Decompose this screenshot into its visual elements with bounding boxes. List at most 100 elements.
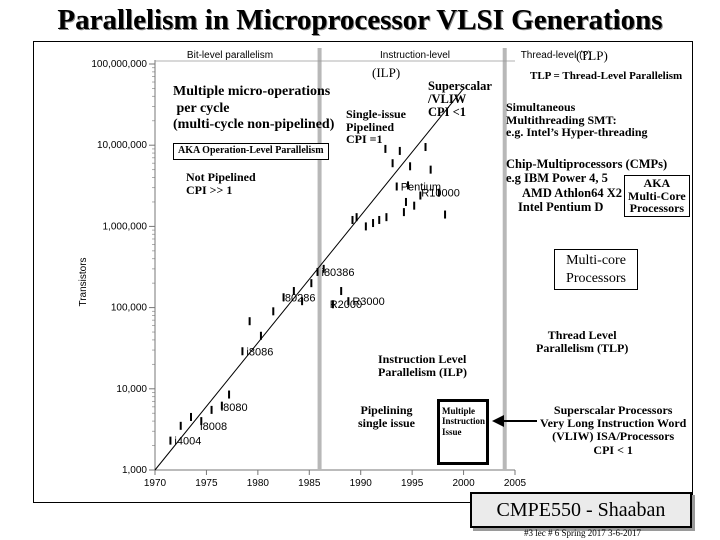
superscalar-processors-line-1: Superscalar Processors (553, 403, 673, 417)
data-point (179, 421, 182, 430)
aka-multicore-line-2: Multi-Core (628, 188, 686, 203)
cmp-line-4: Intel Pentium D (518, 200, 604, 215)
pipelining-note: Pipelining single issue (358, 404, 415, 429)
superscalar-vliw-line-1: Superscalar (428, 79, 492, 93)
era-label: Thread-level (?) (521, 50, 592, 61)
multicore-processors-box: Multi-core Processors (554, 249, 638, 290)
axes-group: 1,000 10,000 100,000 1,000,000 10,000,000 100… (78, 59, 527, 489)
era-label: Bit-level parallelism (187, 50, 273, 61)
superscalar-processors-line-3: (VLIW) ISA/Processors (552, 429, 675, 444)
data-point (404, 197, 407, 206)
processor-label: R3000 (352, 296, 384, 308)
data-point (169, 436, 172, 445)
y-tick-label: 100,000,000 (91, 59, 147, 70)
era-boundary (502, 48, 507, 470)
course-footer: CMPE550 - Shaaban (470, 492, 692, 528)
pipelining-line-2: single issue (358, 415, 416, 430)
processor-label: i8080 (221, 402, 248, 414)
single-issue-line-3: CPI =1 (346, 132, 383, 147)
points-group (169, 143, 447, 445)
x-tick-label: 1990 (350, 478, 373, 489)
multicore-line-1: Multi-core (566, 253, 626, 268)
aka-operation-level-box: AKA Operation-Level Parallelism (173, 143, 329, 160)
superscalar-vliw-line-2: /VLIW (428, 92, 467, 107)
data-point (429, 165, 432, 174)
data-point (322, 264, 325, 273)
y-tick-label: 1,000,000 (103, 221, 148, 232)
data-point (395, 182, 398, 191)
superscalar-processors-line-4: CPI < 1 (593, 442, 633, 457)
processor-label: i4004 (174, 436, 201, 448)
lecture-footer: #3 lec # 6 Spring 2017 3-6-2017 (524, 528, 641, 538)
y-tick-label: 10,000 (116, 384, 147, 395)
data-point (347, 297, 350, 306)
x-tick-label: 1975 (195, 478, 218, 489)
thread-level-line-2: Parallelism (TLP) (536, 340, 629, 355)
x-tick-label: 1980 (247, 478, 270, 489)
x-tick-label: 1985 (298, 478, 321, 489)
superscalar-processors-note: Superscalar Processors Very Long Instruc… (540, 403, 686, 457)
data-point (355, 213, 358, 222)
tlp-definition: TLP = Thread-Level Parallelism (530, 70, 683, 82)
era-group: Bit-level parallelism Instruction-level Th… (155, 48, 591, 470)
multiple-issue-line-1: Multiple (442, 406, 475, 416)
x-tick-label: 2005 (504, 478, 527, 489)
data-point (310, 279, 313, 288)
y-tick-label: 100,000 (111, 303, 148, 314)
micro-ops-note: Multiple micro-operations per cycle (mul… (173, 84, 334, 134)
data-point (316, 267, 319, 276)
smt-line-1: Simultaneous (506, 100, 576, 114)
not-pipelined-line-2: CPI >> 1 (186, 182, 233, 197)
cmp-line-2: e.g IBM Power 4, 5 (506, 171, 608, 186)
y-axis-title: Transistors (78, 257, 89, 306)
data-point (190, 412, 192, 421)
data-point (351, 215, 354, 224)
data-point (364, 222, 367, 231)
data-point (200, 417, 203, 426)
not-pipelined-note: Not Pipelined CPI >> 1 (186, 171, 256, 196)
micro-ops-line-3: (multi-cycle non-pipelined) (173, 117, 335, 133)
data-point (413, 201, 416, 210)
data-point (272, 307, 275, 316)
data-point (259, 331, 262, 340)
aka-multicore-box: AKA Multi-Core Processors (624, 175, 690, 217)
cmp-line-3: AMD Athlon64 X2 (522, 185, 623, 200)
data-point (331, 300, 334, 309)
slide-title: Parallelism in Microprocessor VLSI Gener… (57, 4, 663, 36)
slide-frame (33, 41, 693, 503)
single-issue-line-1: Single-issue (346, 107, 407, 121)
data-point (228, 390, 231, 399)
multicore-line-2: Processors (566, 270, 626, 286)
tlp-heading: (TLP) (576, 48, 608, 63)
era-label: Instruction-level (380, 50, 450, 61)
superscalar-vliw-note: Superscalar /VLIW CPI <1 (428, 79, 492, 119)
processor-label: R2000 (330, 299, 362, 311)
ilp-heading: (ILP) (372, 65, 401, 80)
trend-group (154, 88, 464, 471)
labels-group: i4004 i8008 i8080 i8086 i80286 i80386 R2000R30… (174, 182, 459, 448)
not-pipelined-line-1: Not Pipelined (186, 170, 256, 184)
processor-label: Pentium (401, 182, 441, 194)
aka-multicore-line-1: AKA (643, 176, 671, 190)
data-point (301, 297, 304, 306)
smt-line-3: e.g. Intel’s Hyper-threading (506, 125, 648, 140)
thread-level-note: Thread Level Parallelism (TLP) (536, 329, 628, 354)
aka-multicore-line-3: Processors (629, 201, 685, 216)
data-point (248, 317, 251, 326)
y-tick-label: 1,000 (122, 465, 147, 476)
processor-label: i8008 (200, 421, 227, 433)
cmp-line-1: Chip-Multiprocessors (CMPs) (506, 157, 668, 171)
ilp-label-line-2: Parallelism (ILP) (378, 364, 467, 379)
ilp-label-note: Instruction Level Parallelism (ILP) (378, 353, 467, 378)
data-point (409, 162, 412, 171)
x-tick-label: 2000 (452, 478, 475, 489)
multiple-issue-box: Multiple Instruction Issue (437, 399, 489, 465)
processor-label: i80386 (322, 267, 355, 279)
data-point (282, 293, 285, 302)
data-point (437, 188, 440, 197)
single-issue-note: Single-issue Pipelined CPI =1 (346, 108, 406, 146)
x-tick-label: 1970 (144, 478, 167, 489)
y-tick-label: 10,000,000 (97, 140, 147, 151)
data-point (372, 219, 375, 228)
